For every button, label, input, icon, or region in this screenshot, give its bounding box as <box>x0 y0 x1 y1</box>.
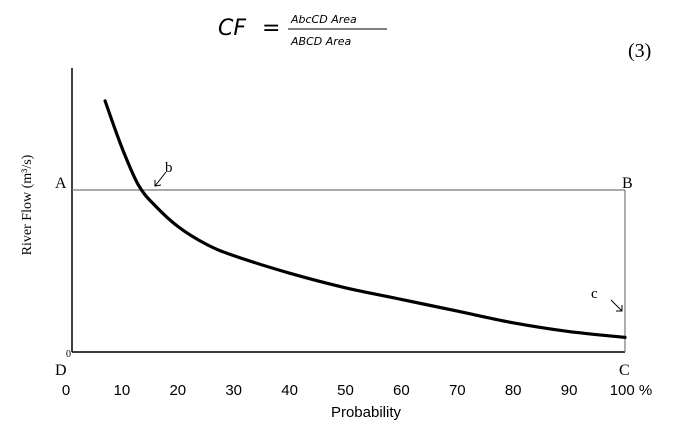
equation-numerator: AbcCD Area <box>290 13 357 26</box>
arrow-b <box>154 171 167 187</box>
x-tick-label: 60 <box>393 382 410 399</box>
x-tick-label: 100 % <box>610 382 653 399</box>
x-tick-label: 0 <box>62 382 70 399</box>
y-axis-title: River Flow (m³/s) <box>20 154 35 255</box>
x-tick-label: 30 <box>225 382 242 399</box>
y-origin-label: 0 <box>66 349 71 360</box>
flow-duration-curve <box>103 99 627 339</box>
point-label-b: B <box>622 175 633 192</box>
x-tick-label: 20 <box>169 382 186 399</box>
x-tick-label: 70 <box>449 382 466 399</box>
x-tick-label: 10 <box>114 382 131 399</box>
equation: CF = AbcCD Area ABCD Area (3) <box>218 13 651 62</box>
point-label-b-small: b <box>165 160 173 176</box>
equation-number: (3) <box>628 40 651 62</box>
point-label-c-small: c <box>591 286 598 302</box>
x-tick-label: 90 <box>561 382 578 399</box>
equation-denominator: ABCD Area <box>290 35 352 48</box>
equation-lhs: CF <box>218 16 246 41</box>
x-tick-label: 80 <box>505 382 522 399</box>
point-label-d: D <box>55 362 67 379</box>
x-tick-labels: 0 10 20 30 40 50 60 70 80 90 100 % <box>62 382 652 399</box>
x-tick-label: 40 <box>281 382 298 399</box>
equation-equals: = <box>262 16 280 41</box>
arrow-c <box>610 299 623 312</box>
x-axis-title: Probability <box>331 404 402 421</box>
point-label-c: C <box>619 362 630 379</box>
point-label-a: A <box>55 175 67 192</box>
x-tick-label: 50 <box>337 382 354 399</box>
